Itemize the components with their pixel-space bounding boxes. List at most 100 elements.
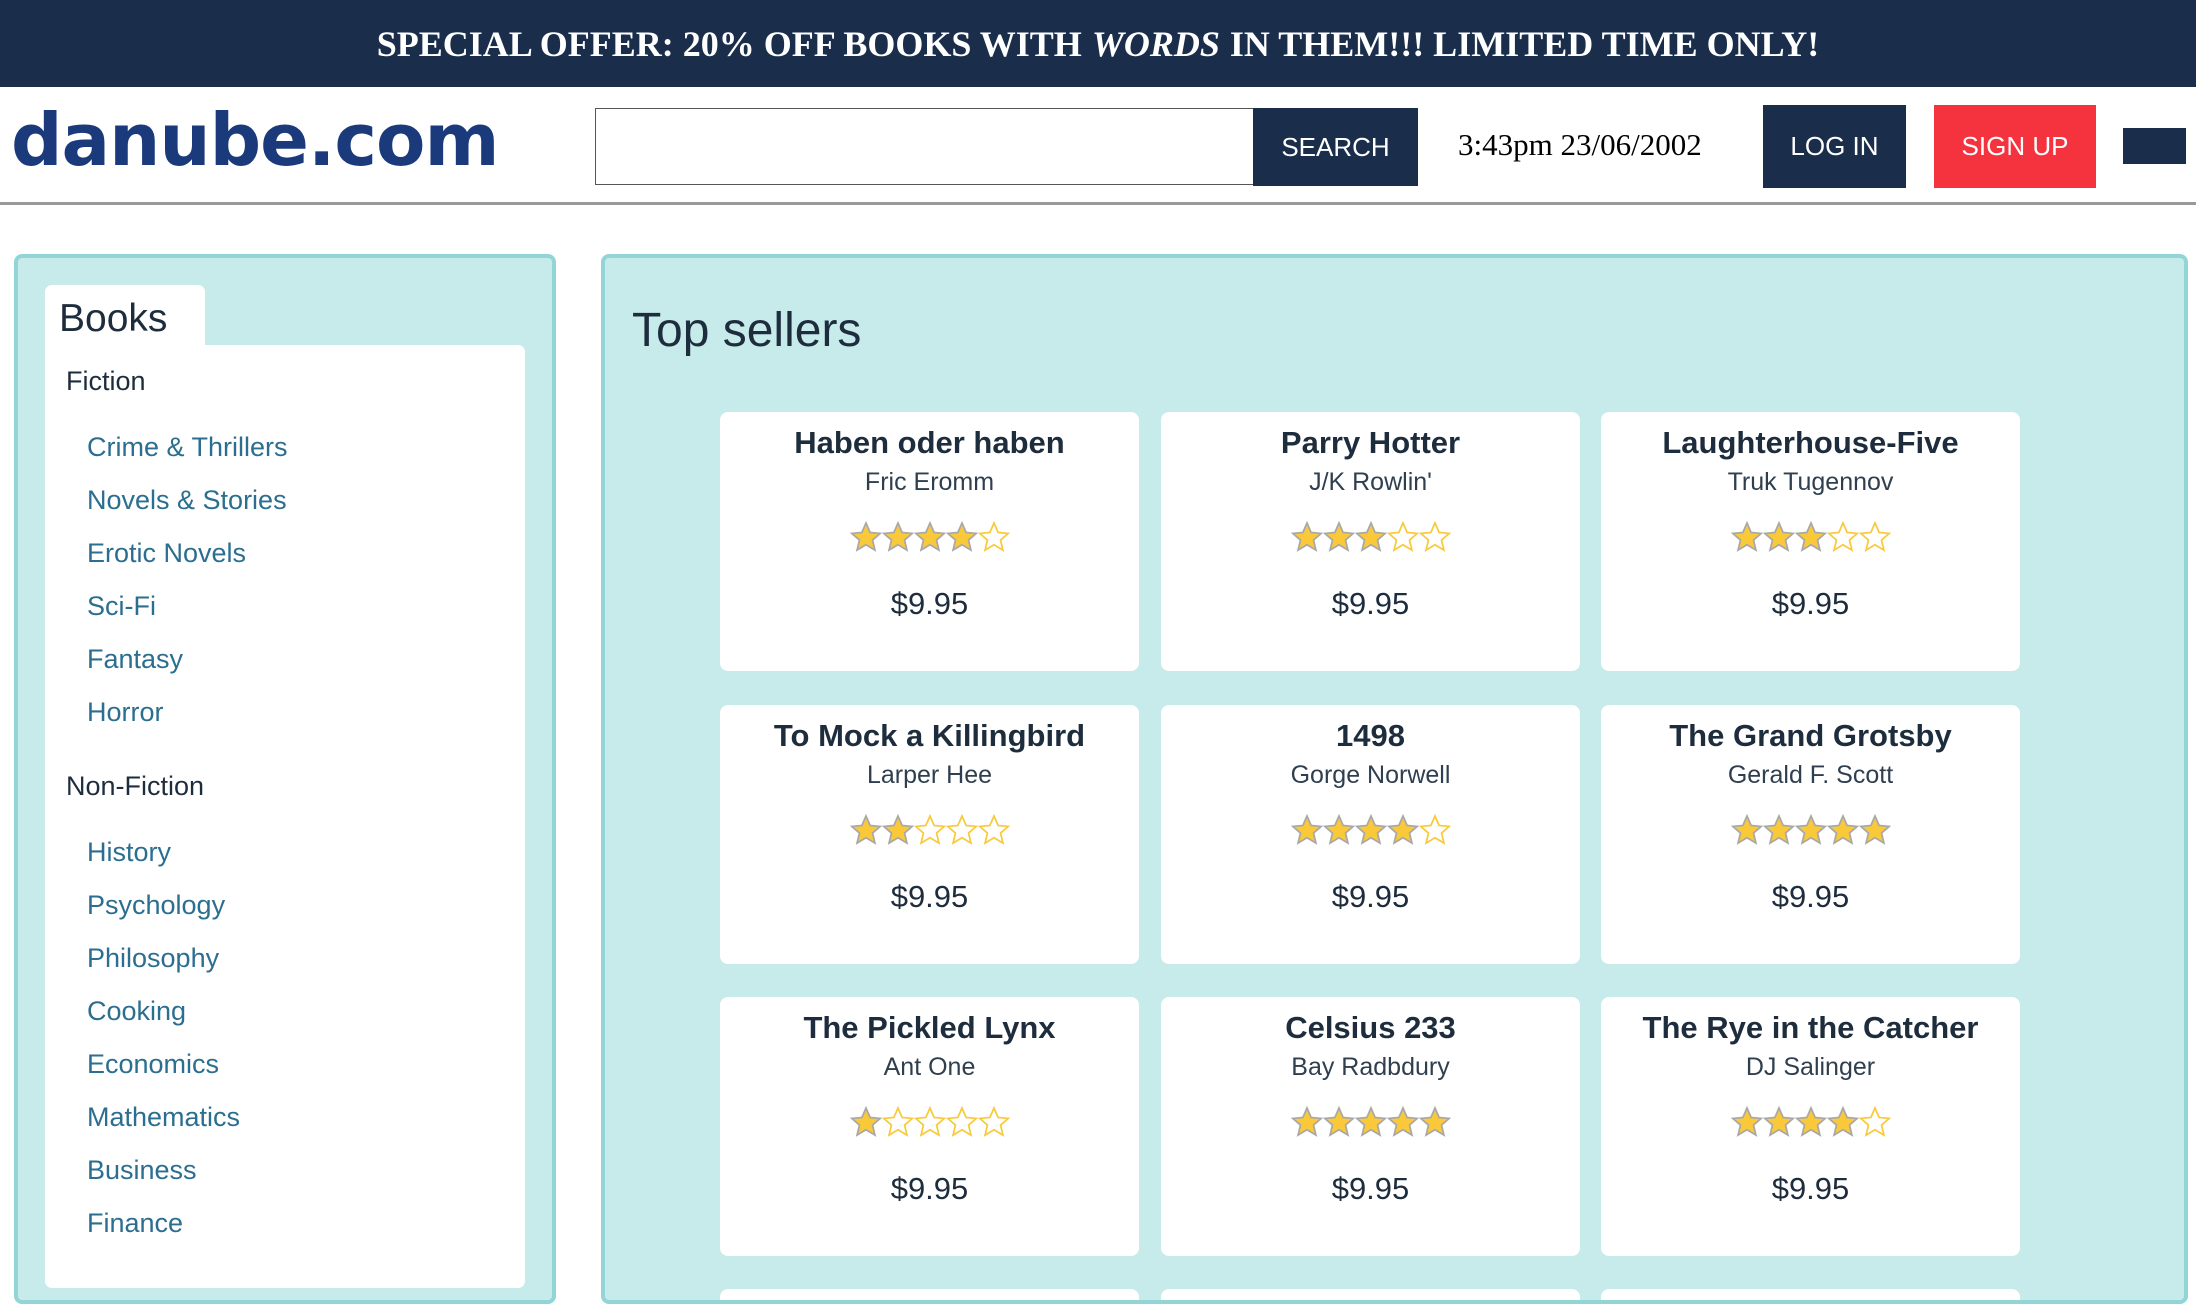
book-author: Truk Tugennov <box>1727 468 1894 496</box>
logo[interactable]: danube.com <box>11 98 500 182</box>
subcategory-link[interactable]: Business <box>87 1155 197 1185</box>
search-input[interactable] <box>595 108 1253 185</box>
book-card[interactable]: The Pickled Lynx Ant One $9.95 <box>720 997 1139 1256</box>
star-filled-icon <box>1290 1106 1323 1137</box>
book-author: DJ Salinger <box>1745 1053 1876 1081</box>
subcategory-link[interactable]: History <box>87 837 172 867</box>
book-price: $9.95 <box>890 879 969 914</box>
book-title[interactable]: Celsius 233 <box>1285 1010 1456 1045</box>
book-card[interactable] <box>1601 1289 2020 1300</box>
search-button[interactable]: SEARCH <box>1253 108 1418 186</box>
book-card[interactable]: The Rye in the Catcher DJ Salinger $9.95 <box>1601 997 2020 1256</box>
datetime: 3:43pm 23/06/2002 <box>1458 127 1702 162</box>
book-title[interactable]: Haben oder haben <box>794 425 1065 460</box>
book-author: J/K Rowlin' <box>1309 468 1432 496</box>
subcategory-link[interactable]: Mathematics <box>87 1102 241 1132</box>
star-empty-icon <box>977 1106 1010 1137</box>
star-filled-icon <box>849 521 882 552</box>
subcategory-link[interactable]: Novels & Stories <box>87 485 287 515</box>
star-rating <box>1601 521 2020 553</box>
star-empty-icon <box>881 1106 914 1137</box>
star-empty-icon <box>945 814 978 845</box>
book-card[interactable] <box>1161 1289 1580 1300</box>
star-filled-icon <box>1858 814 1891 845</box>
subcategory-link[interactable]: Horror <box>87 697 164 727</box>
subcategory-link[interactable]: Psychology <box>87 890 226 920</box>
book-title[interactable]: 1498 <box>1336 718 1405 753</box>
book-title[interactable]: Parry Hotter <box>1280 425 1461 460</box>
page-title: Top sellers <box>632 304 862 357</box>
book-title[interactable]: The Grand Grotsby <box>1669 718 1952 753</box>
book-card[interactable]: Celsius 233 Bay Radbdury $9.95 <box>1161 997 1580 1256</box>
subcategory-link[interactable]: Philosophy <box>87 943 220 973</box>
book-card[interactable]: Laughterhouse-Five Truk Tugennov $9.95 <box>1601 412 2020 671</box>
star-filled-icon <box>1290 521 1323 552</box>
book-card[interactable]: Haben oder haben Fric Eromm $9.95 <box>720 412 1139 671</box>
book-price: $9.95 <box>1771 879 1850 914</box>
star-filled-icon <box>1730 521 1763 552</box>
star-empty-icon <box>913 814 946 845</box>
signup-button[interactable]: SIGN UP <box>1934 105 2096 188</box>
subcategory-link[interactable]: Fantasy <box>87 644 184 674</box>
book-title[interactable]: The Pickled Lynx <box>803 1010 1056 1045</box>
top-sellers-panel: Top sellers Haben oder haben Fric Eromm … <box>601 254 2188 1304</box>
subcategory-link[interactable]: Cooking <box>87 996 187 1026</box>
book-card[interactable] <box>720 1289 1139 1300</box>
category-list: Fiction Crime & Thrillers Novels & Stories… <box>45 345 525 1288</box>
star-empty-icon <box>1858 521 1891 552</box>
star-rating <box>720 521 1139 553</box>
star-filled-icon <box>1418 1106 1451 1137</box>
book-title[interactable]: The Rye in the Catcher <box>1642 1010 1979 1045</box>
book-price: $9.95 <box>1771 586 1850 621</box>
book-card[interactable]: To Mock a Killingbird Larper Hee $9.95 <box>720 705 1139 964</box>
book-price: $9.95 <box>890 586 969 621</box>
star-empty-icon <box>1418 814 1451 845</box>
book-title[interactable]: Laughterhouse-Five <box>1662 425 1959 460</box>
book-card[interactable]: The Grand Grotsby Gerald F. Scott $9.95 <box>1601 705 2020 964</box>
book-price: $9.95 <box>1771 1171 1850 1206</box>
star-filled-icon <box>1794 814 1827 845</box>
menu-button[interactable] <box>2123 128 2186 164</box>
star-filled-icon <box>1322 1106 1355 1137</box>
star-empty-icon <box>1386 521 1419 552</box>
star-filled-icon <box>1322 814 1355 845</box>
subcategory-link[interactable]: Sci-Fi <box>87 591 156 621</box>
star-empty-icon <box>977 521 1010 552</box>
star-rating <box>720 1106 1139 1138</box>
star-rating <box>1161 814 1580 846</box>
subcategory-link[interactable]: Economics <box>87 1049 220 1079</box>
star-filled-icon <box>1322 521 1355 552</box>
star-filled-icon <box>1794 521 1827 552</box>
book-price: $9.95 <box>1331 879 1410 914</box>
header: danube.com SEARCH 3:43pm 23/06/2002 LOG … <box>0 87 2196 205</box>
category-fiction[interactable]: Fiction <box>66 366 146 396</box>
star-filled-icon <box>1794 1106 1827 1137</box>
star-filled-icon <box>1730 1106 1763 1137</box>
star-empty-icon <box>945 1106 978 1137</box>
star-filled-icon <box>1762 521 1795 552</box>
book-price: $9.95 <box>890 1171 969 1206</box>
star-filled-icon <box>849 814 882 845</box>
category-non-fiction[interactable]: Non-Fiction <box>66 771 205 801</box>
book-card[interactable]: Parry Hotter J/K Rowlin' $9.95 <box>1161 412 1580 671</box>
book-title[interactable]: To Mock a Killingbird <box>773 718 1086 753</box>
book-card[interactable]: 1498 Gorge Norwell $9.95 <box>1161 705 1580 964</box>
tab-books[interactable]: Books <box>45 285 205 347</box>
star-empty-icon <box>1826 521 1859 552</box>
book-author: Gorge Norwell <box>1290 761 1451 789</box>
star-empty-icon <box>913 1106 946 1137</box>
star-rating <box>1601 814 2020 846</box>
star-filled-icon <box>1762 1106 1795 1137</box>
star-filled-icon <box>1354 521 1387 552</box>
subcategory-link[interactable]: Erotic Novels <box>87 538 247 568</box>
book-author: Bay Radbdury <box>1291 1053 1450 1081</box>
subcategory-link[interactable]: Crime & Thrillers <box>87 432 288 462</box>
sidebar: Books Fiction Crime & Thrillers Novels & S… <box>14 254 556 1304</box>
banner-emphasis: WORDS <box>1091 23 1220 64</box>
star-filled-icon <box>1762 814 1795 845</box>
star-filled-icon <box>881 814 914 845</box>
login-button[interactable]: LOG IN <box>1763 105 1906 188</box>
subcategory-link[interactable]: Finance <box>87 1208 184 1238</box>
star-filled-icon <box>1826 814 1859 845</box>
star-filled-icon <box>1386 1106 1419 1137</box>
